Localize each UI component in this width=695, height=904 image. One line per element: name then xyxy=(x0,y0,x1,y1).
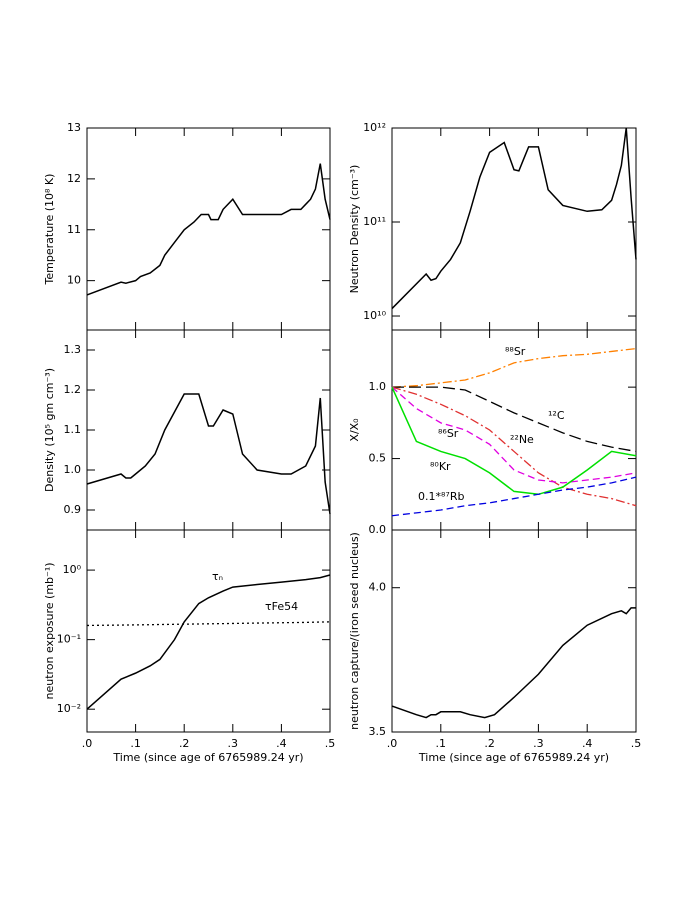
line-series xyxy=(391,127,637,310)
y-axis-label: X/X₀ xyxy=(348,418,361,442)
line-series xyxy=(391,347,637,388)
x-tick-label: .2 xyxy=(179,737,190,750)
line-series xyxy=(86,163,331,296)
series-label: ⁸⁸Sr xyxy=(505,345,526,358)
y-tick-label: 10⁻² xyxy=(57,702,81,715)
y-axis-label: neutron capture/(iron seed nucleus) xyxy=(348,532,361,730)
x-axis-label: Time (since age of 6765989.24 yr) xyxy=(112,751,303,764)
line-series xyxy=(391,386,637,507)
x-axis-label: Time (since age of 6765989.24 yr) xyxy=(418,751,609,764)
y-tick-label: 1.2 xyxy=(64,383,82,396)
y-tick-label: 10⁰ xyxy=(63,563,82,576)
y-tick-label: 10 xyxy=(67,274,81,287)
y-tick-label: 1.3 xyxy=(64,343,82,356)
line-series xyxy=(391,386,637,484)
plot-frame xyxy=(86,329,331,531)
x-tick-label: .5 xyxy=(631,737,642,750)
series-label: ⁸⁶Sr xyxy=(438,427,459,440)
x-tick-label: .2 xyxy=(484,737,495,750)
y-tick-label: 4.0 xyxy=(369,581,387,594)
series-label: τₙ xyxy=(212,570,223,583)
line-series xyxy=(86,621,331,627)
series-label: 0.1*⁸⁷Rb xyxy=(418,490,464,503)
line-series xyxy=(86,393,331,515)
y-tick-label: 13 xyxy=(67,121,81,134)
x-tick-label: .3 xyxy=(228,737,239,750)
x-tick-label: .1 xyxy=(130,737,141,750)
plot-frame xyxy=(86,127,331,331)
series-label: ⁸⁰Kr xyxy=(430,460,451,473)
x-tick-label: .0 xyxy=(82,737,93,750)
y-tick-label: 10¹⁰ xyxy=(363,309,386,322)
line-series xyxy=(391,386,637,496)
plot-frame xyxy=(391,529,637,733)
plot-frame xyxy=(86,529,331,733)
y-tick-label: 10¹¹ xyxy=(363,215,386,228)
series-label: ¹²C xyxy=(548,409,565,422)
line-series xyxy=(391,476,637,517)
y-tick-label: 1.1 xyxy=(64,423,82,436)
x-tick-label: .5 xyxy=(325,737,336,750)
line-series xyxy=(392,386,637,453)
series-label: ²²Ne xyxy=(510,433,534,446)
x-tick-label: .3 xyxy=(533,737,544,750)
y-tick-label: 11 xyxy=(67,223,81,236)
y-tick-label: 0.9 xyxy=(64,503,82,516)
y-tick-label: 1.0 xyxy=(369,380,387,393)
y-axis-label: Neutron Density (cm⁻³) xyxy=(348,165,361,294)
x-tick-label: .4 xyxy=(276,737,287,750)
y-tick-label: 12 xyxy=(67,172,81,185)
x-tick-label: .4 xyxy=(582,737,593,750)
y-axis-label: Density (10⁵ gm cm⁻³) xyxy=(43,368,56,492)
x-tick-label: .1 xyxy=(436,737,447,750)
y-tick-label: 0.0 xyxy=(369,523,387,536)
line-series xyxy=(86,574,331,710)
y-tick-label: 0.5 xyxy=(369,452,387,465)
y-axis-label: Temperature (10⁸ K) xyxy=(43,174,56,286)
y-axis-label: neutron exposure (mb⁻¹) xyxy=(43,562,56,699)
y-tick-label: 10¹² xyxy=(363,121,386,134)
line-series xyxy=(391,607,636,719)
y-tick-label: 10⁻¹ xyxy=(57,633,81,646)
plot-frame xyxy=(391,127,637,331)
x-tick-label: .0 xyxy=(387,737,398,750)
series-label: τFe54 xyxy=(265,600,298,613)
y-tick-label: 1.0 xyxy=(64,463,82,476)
y-tick-label: 3.5 xyxy=(369,725,387,738)
